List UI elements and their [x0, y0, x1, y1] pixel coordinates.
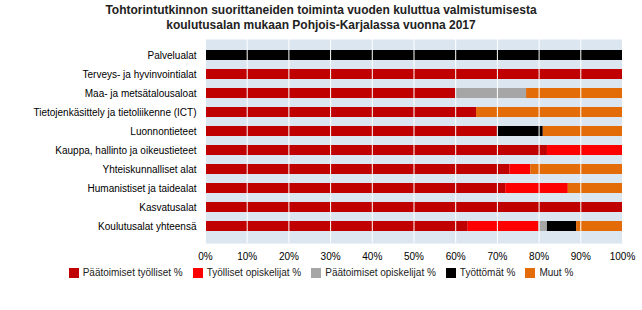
html-text:Työttömät %: Työttömät %	[459, 267, 516, 278]
svg-text:50%: 50%	[404, 251, 424, 262]
html-text:Päätoimiset opiskelijat %: Päätoimiset opiskelijat %	[325, 267, 436, 278]
svg-text:Kasvatusalat: Kasvatusalat	[139, 202, 196, 213]
svg-text:Koulutusalat yhteensä: Koulutusalat yhteensä	[98, 221, 197, 232]
svg-text:0%: 0%	[198, 251, 213, 262]
svg-text:40%: 40%	[362, 251, 382, 262]
svg-text:20%: 20%	[279, 251, 299, 262]
svg-text:Kauppa, hallinto ja oikeustiet: Kauppa, hallinto ja oikeustieteet	[55, 145, 196, 156]
html-text:Työlliset opiskelijat %: Työlliset opiskelijat %	[206, 267, 302, 278]
svg-text:Terveys- ja hyvinvointialat: Terveys- ja hyvinvointialat	[83, 69, 197, 80]
svg-text:Tietojenkäsittely ja tietoliik: Tietojenkäsittely ja tietoliikenne (ICT)	[33, 107, 196, 118]
html-text:Muut %: Muut %	[539, 267, 574, 278]
html-text:Tohtorintutkinnon suorittaneid: Tohtorintutkinnon suorittaneiden toimint…	[105, 3, 537, 32]
svg-text:Humanistiset ja taidealat: Humanistiset ja taidealat	[88, 183, 197, 194]
svg-text:Palvelualat: Palvelualat	[148, 50, 197, 61]
html-text:Päätoimiset työlliset %: Päätoimiset työlliset %	[82, 267, 183, 278]
svg-text:70%: 70%	[487, 251, 507, 262]
svg-text:60%: 60%	[446, 251, 466, 262]
svg-text:Luonnontieteet: Luonnontieteet	[130, 126, 196, 137]
svg-text:Yhteiskunnalliset alat: Yhteiskunnalliset alat	[103, 164, 197, 175]
svg-text:Maa- ja metsätalousaloat: Maa- ja metsätalousaloat	[85, 88, 197, 99]
svg-text:30%: 30%	[321, 251, 341, 262]
svg-text:80%: 80%	[529, 251, 549, 262]
svg-text:10%: 10%	[237, 251, 257, 262]
svg-text:100%: 100%	[610, 251, 636, 262]
svg-text:90%: 90%	[571, 251, 591, 262]
